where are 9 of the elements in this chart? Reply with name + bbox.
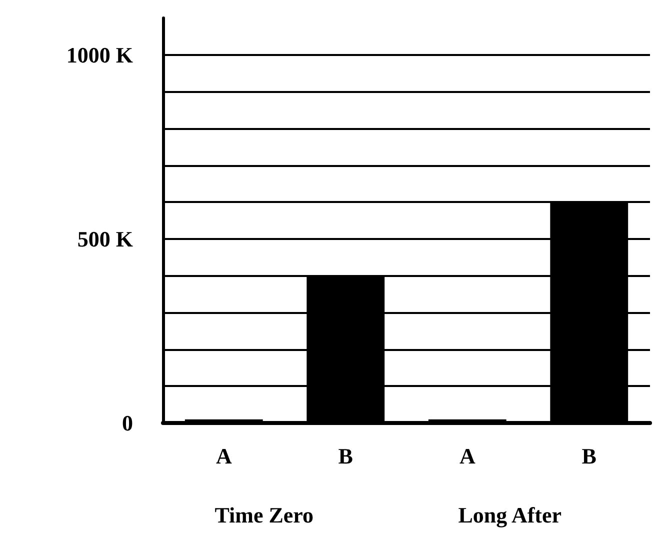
text: Long After xyxy=(458,502,562,528)
y-tick-label: 0 xyxy=(122,410,133,436)
x-tick-label: A xyxy=(216,444,232,468)
x-tick-label: B xyxy=(582,444,597,468)
x-tick-label: B xyxy=(338,444,354,468)
y-tick-label: 500 K xyxy=(77,226,133,252)
x-tick-label: A xyxy=(459,444,476,468)
text: Time Zero xyxy=(214,502,314,528)
y-tick-label: 1000 K xyxy=(66,42,133,68)
